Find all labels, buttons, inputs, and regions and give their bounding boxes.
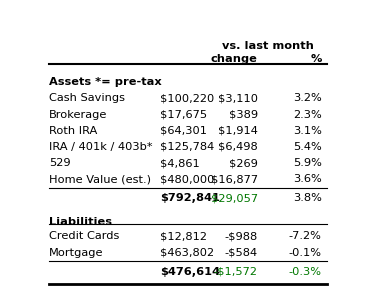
Text: 3.6%: 3.6% xyxy=(293,174,322,184)
Text: -0.1%: -0.1% xyxy=(289,248,322,257)
Text: $3,110: $3,110 xyxy=(218,93,258,103)
Text: $389: $389 xyxy=(229,109,258,120)
Text: IRA / 401k / 403b*: IRA / 401k / 403b* xyxy=(49,142,152,152)
Text: 3.2%: 3.2% xyxy=(293,93,322,103)
Text: 3.8%: 3.8% xyxy=(293,193,322,203)
Text: -$1,572: -$1,572 xyxy=(214,267,258,277)
Text: Assets *= pre-tax: Assets *= pre-tax xyxy=(49,77,161,87)
Text: $125,784: $125,784 xyxy=(160,142,214,152)
Text: $476,614: $476,614 xyxy=(160,267,219,277)
Text: Roth IRA: Roth IRA xyxy=(49,126,97,136)
Text: $100,220: $100,220 xyxy=(160,93,214,103)
Text: $269: $269 xyxy=(229,158,258,168)
Text: 5.9%: 5.9% xyxy=(293,158,322,168)
Text: $17,675: $17,675 xyxy=(160,109,207,120)
Text: change: change xyxy=(211,54,258,65)
Text: -$988: -$988 xyxy=(225,232,258,241)
Text: Home Value (est.): Home Value (est.) xyxy=(49,174,151,184)
Text: $792,841: $792,841 xyxy=(160,193,219,203)
Text: vs. last month: vs. last month xyxy=(222,41,314,51)
Text: 5.4%: 5.4% xyxy=(293,142,322,152)
Text: 2.3%: 2.3% xyxy=(293,109,322,120)
Text: -7.2%: -7.2% xyxy=(289,232,322,241)
Text: Liabilities: Liabilities xyxy=(49,217,112,227)
Text: $16,877: $16,877 xyxy=(211,174,258,184)
Text: Credit Cards: Credit Cards xyxy=(49,232,119,241)
Text: -0.3%: -0.3% xyxy=(289,267,322,277)
Text: $480,000: $480,000 xyxy=(160,174,214,184)
Text: $4,861: $4,861 xyxy=(160,158,199,168)
Text: $1,914: $1,914 xyxy=(218,126,258,136)
Text: 529: 529 xyxy=(49,158,70,168)
Text: $6,498: $6,498 xyxy=(218,142,258,152)
Text: $12,812: $12,812 xyxy=(160,232,207,241)
Text: $64,301: $64,301 xyxy=(160,126,207,136)
Text: 3.1%: 3.1% xyxy=(293,126,322,136)
Text: Cash Savings: Cash Savings xyxy=(49,93,125,103)
Text: Mortgage: Mortgage xyxy=(49,248,103,257)
Text: $463,802: $463,802 xyxy=(160,248,214,257)
Text: $29,057: $29,057 xyxy=(211,193,258,203)
Text: Brokerage: Brokerage xyxy=(49,109,107,120)
Text: %: % xyxy=(310,54,322,65)
Text: -$584: -$584 xyxy=(225,248,258,257)
